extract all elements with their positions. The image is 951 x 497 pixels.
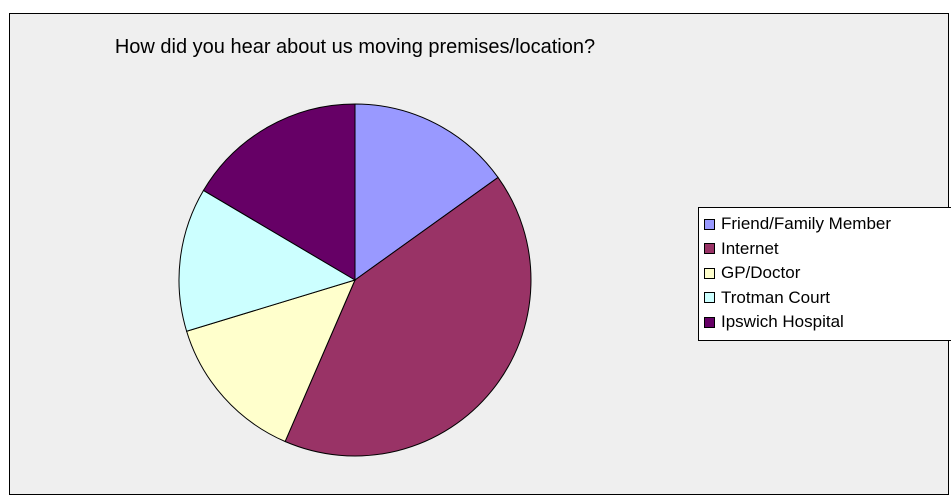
legend-label: Internet xyxy=(721,238,779,258)
legend-label: GP/Doctor xyxy=(721,263,801,283)
legend-swatch xyxy=(704,267,715,279)
legend-item: GP/Doctor xyxy=(704,261,951,286)
pie-slice-ipswich-hospital xyxy=(202,103,356,281)
chart-title: How did you hear about us moving premise… xyxy=(114,36,596,58)
legend-swatch xyxy=(704,292,715,304)
legend-item: Trotman Court xyxy=(704,286,951,311)
legend-label: Friend/Family Member xyxy=(721,214,892,234)
legend-label: Ipswich Hospital xyxy=(721,312,844,332)
legend-label: Trotman Court xyxy=(721,287,830,307)
legend-swatch xyxy=(704,218,715,230)
chart-area: How did you hear about us moving premise… xyxy=(9,13,951,495)
legend-item: Internet xyxy=(704,237,951,262)
pie-slice-gp-doctor xyxy=(185,279,356,443)
legend-swatch xyxy=(704,243,715,255)
pie-slice-friend-family-member xyxy=(354,103,499,281)
legend-item: Friend/Family Member xyxy=(704,212,951,237)
pie-slice-trotman-court xyxy=(178,189,357,332)
pie-chart xyxy=(178,103,532,457)
chart-legend: Friend/Family Member Internet GP/Doctor Tro… xyxy=(698,207,951,341)
legend-item: Ipswich Hospital xyxy=(704,310,951,335)
legend-swatch xyxy=(704,316,715,328)
pie-slice-internet xyxy=(284,176,532,457)
